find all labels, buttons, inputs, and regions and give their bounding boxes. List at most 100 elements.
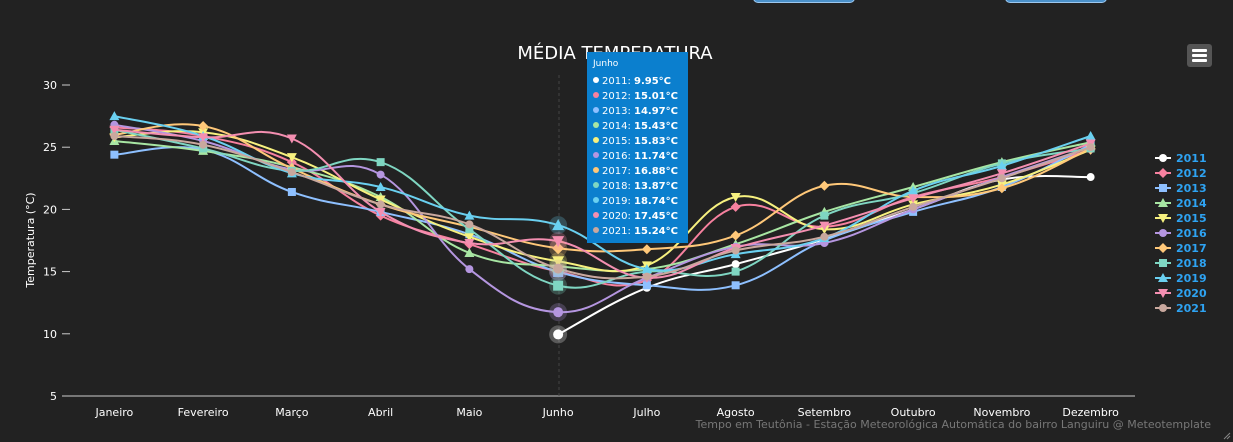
data-point[interactable] <box>110 132 119 141</box>
data-point[interactable] <box>552 242 565 255</box>
data-point[interactable] <box>109 125 120 135</box>
legend-marker[interactable] <box>1159 304 1167 312</box>
data-point[interactable] <box>553 307 564 318</box>
legend-label[interactable]: 2019 <box>1176 272 1207 285</box>
tooltip-dot-icon <box>593 197 599 203</box>
data-point[interactable] <box>287 168 296 177</box>
legend-item-2013[interactable]: 2013 <box>1155 182 1207 195</box>
data-point[interactable] <box>819 221 830 231</box>
data-point[interactable] <box>642 281 651 290</box>
data-point[interactable] <box>642 272 651 281</box>
legend-item-2019[interactable]: 2019 <box>1155 272 1207 285</box>
data-point[interactable] <box>731 281 740 290</box>
data-point[interactable] <box>996 169 1007 179</box>
data-point[interactable] <box>286 134 297 144</box>
tooltip-value: 15.43°C <box>634 121 678 132</box>
legend-marker[interactable] <box>1158 273 1168 282</box>
data-point[interactable] <box>287 187 296 196</box>
data-point[interactable] <box>731 260 740 269</box>
legend-item-2014[interactable]: 2014 <box>1155 197 1207 210</box>
legend-label[interactable]: 2018 <box>1176 257 1207 270</box>
legend-label[interactable]: 2013 <box>1176 182 1207 195</box>
data-point[interactable] <box>730 192 741 202</box>
legend-item-2016[interactable]: 2016 <box>1155 227 1207 240</box>
data-point[interactable] <box>110 150 119 159</box>
data-point[interactable] <box>464 247 475 257</box>
data-point[interactable] <box>375 207 386 217</box>
data-point[interactable] <box>996 183 1007 194</box>
data-point[interactable] <box>376 170 385 179</box>
data-point[interactable] <box>731 246 740 255</box>
data-point[interactable] <box>908 194 919 204</box>
data-point[interactable] <box>996 160 1007 170</box>
legend-marker[interactable] <box>1159 259 1167 267</box>
data-point[interactable] <box>198 121 209 132</box>
data-point[interactable] <box>552 256 565 268</box>
data-point[interactable] <box>376 200 385 209</box>
legend-item-2017[interactable]: 2017 <box>1155 242 1207 255</box>
legend-label[interactable]: 2021 <box>1176 302 1207 315</box>
data-point[interactable] <box>375 182 386 192</box>
legend-label[interactable]: 2014 <box>1176 197 1207 210</box>
data-point[interactable] <box>465 265 474 274</box>
legend-marker[interactable] <box>1158 198 1168 207</box>
legend-label[interactable]: 2012 <box>1176 167 1207 180</box>
data-point[interactable] <box>1086 173 1095 182</box>
data-point[interactable] <box>198 133 209 143</box>
tooltip-dot-icon <box>593 107 599 113</box>
data-point[interactable] <box>552 236 565 248</box>
data-point[interactable] <box>997 174 1006 183</box>
data-point[interactable] <box>376 158 385 167</box>
legend-item-2015[interactable]: 2015 <box>1155 212 1207 225</box>
data-point[interactable] <box>553 280 564 291</box>
legend-label[interactable]: 2017 <box>1176 242 1207 255</box>
legend-item-2012[interactable]: 2012 <box>1155 167 1207 180</box>
legend-label[interactable]: 2016 <box>1176 227 1207 240</box>
data-point[interactable] <box>465 225 474 234</box>
legend-label[interactable]: 2015 <box>1176 212 1207 225</box>
data-point[interactable] <box>731 267 740 276</box>
data-point[interactable] <box>730 201 741 212</box>
data-point[interactable] <box>464 232 475 242</box>
data-point[interactable] <box>464 210 475 220</box>
data-point[interactable] <box>553 263 564 274</box>
legend-marker[interactable] <box>1159 154 1167 162</box>
legend-item-2021[interactable]: 2021 <box>1155 302 1207 315</box>
tooltip-value: 15.01°C <box>634 91 678 102</box>
tooltip-row: 2020: 17.45°C <box>593 209 682 224</box>
data-point[interactable] <box>465 220 474 229</box>
data-point[interactable] <box>909 202 918 211</box>
legend-marker[interactable] <box>1158 214 1168 223</box>
legend-item-2020[interactable]: 2020 <box>1155 287 1207 300</box>
data-point[interactable] <box>730 230 741 241</box>
data-point[interactable] <box>1086 143 1095 152</box>
data-point[interactable] <box>109 111 120 121</box>
data-point[interactable] <box>820 211 829 220</box>
legend-marker[interactable] <box>1158 168 1168 178</box>
data-point[interactable] <box>286 153 297 163</box>
legend-marker[interactable] <box>1159 229 1167 237</box>
data-point[interactable] <box>464 238 475 248</box>
tooltip-value: 13.87°C <box>634 181 678 192</box>
series-line <box>114 128 1091 279</box>
data-point[interactable] <box>1085 131 1096 141</box>
series-line <box>114 135 1091 280</box>
chart-menu-button[interactable] <box>1187 44 1212 67</box>
legend-marker[interactable] <box>1159 184 1167 192</box>
legend-label[interactable]: 2011 <box>1176 152 1207 165</box>
data-point[interactable] <box>641 244 652 255</box>
data-point[interactable] <box>820 232 829 241</box>
legend-marker[interactable] <box>1158 243 1168 253</box>
data-point[interactable] <box>552 219 565 231</box>
data-point[interactable] <box>819 180 830 191</box>
credits-text[interactable]: Tempo em Teutônia - Estação Meteorológic… <box>695 418 1211 431</box>
legend-item-2018[interactable]: 2018 <box>1155 257 1207 270</box>
data-point[interactable] <box>908 185 919 195</box>
data-point[interactable] <box>641 264 652 274</box>
data-point[interactable] <box>199 140 208 149</box>
legend-label[interactable]: 2020 <box>1176 287 1207 300</box>
data-point[interactable] <box>553 329 564 340</box>
resize-grip-icon[interactable] <box>1223 432 1231 440</box>
legend-item-2011[interactable]: 2011 <box>1155 152 1207 165</box>
legend-marker[interactable] <box>1158 289 1168 298</box>
